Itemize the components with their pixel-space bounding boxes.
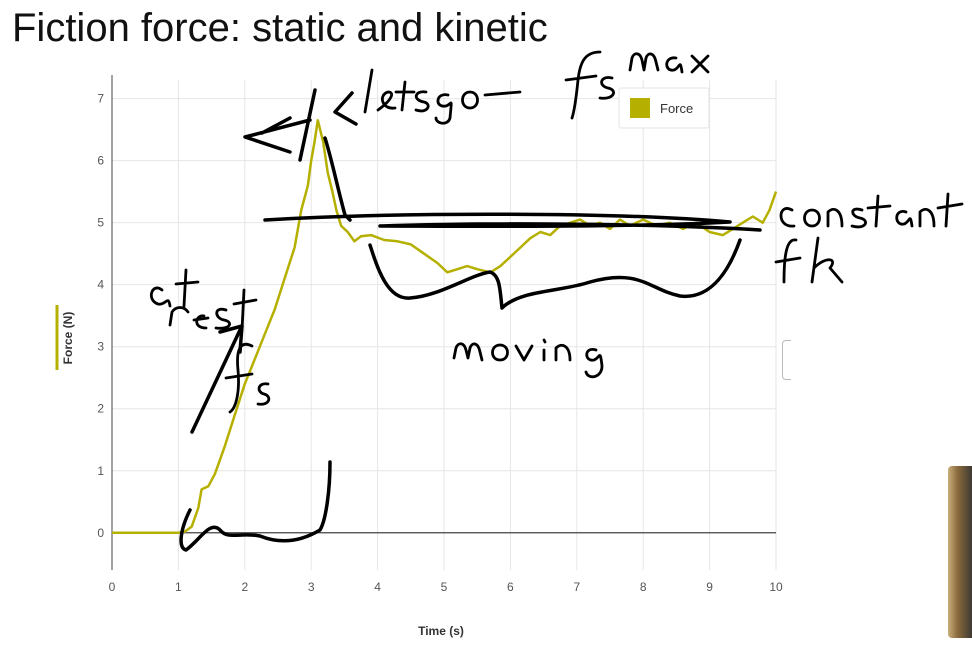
handwritten-annotations: [149, 50, 964, 552]
x-tick-label: 6: [507, 580, 514, 594]
y-tick-label: 3: [97, 340, 104, 354]
y-tick-label: 7: [97, 92, 104, 106]
legend-label-force: Force: [660, 101, 693, 116]
letsgo-ink: [363, 68, 522, 125]
fs-arrow: [190, 324, 244, 434]
peak-arrow: [243, 88, 317, 162]
x-tick-label: 1: [175, 580, 182, 594]
x-tick-label: 9: [706, 580, 713, 594]
fsmax-ink: [564, 50, 710, 120]
constant-ink: [779, 192, 964, 229]
moving-brace: [368, 238, 742, 310]
y-tick-label: 6: [97, 154, 104, 168]
y-tick-label: 0: [97, 526, 104, 540]
webcam-thumbnail: [948, 466, 972, 638]
fk-ink: [774, 236, 844, 284]
rest-brace: [179, 460, 332, 552]
tick-labels: 0 1 2 3 4 5 6 7 8 9 10 0 1 2 3 4 5 6 7: [97, 92, 783, 594]
x-axis-title: Time (s): [418, 624, 464, 638]
moving-ink: [452, 338, 604, 379]
at-rest-ink: [149, 268, 258, 332]
x-tick-label: 5: [441, 580, 448, 594]
x-tick-label: 7: [573, 580, 580, 594]
y-tick-label: 1: [97, 464, 104, 478]
x-tick-label: 2: [241, 580, 248, 594]
y-axis-title: Force (N): [61, 312, 75, 365]
slide-title: Fiction force: static and kinetic: [12, 6, 548, 50]
legend-swatch: [630, 98, 650, 118]
x-tick-label: 3: [308, 580, 315, 594]
y-tick-label: 2: [97, 402, 104, 416]
letsgo-arrow-head: [333, 91, 358, 126]
x-tick-label: 10: [769, 580, 783, 594]
y-tick-label: 4: [97, 278, 104, 292]
x-tick-label: 0: [109, 580, 116, 594]
y-tick-label: 5: [97, 216, 104, 230]
fk-line-ink: [263, 212, 762, 232]
fs-ink: [224, 343, 271, 414]
scroll-handle[interactable]: [782, 340, 791, 380]
grid: [111, 80, 777, 570]
x-tick-label: 8: [640, 580, 647, 594]
x-tick-label: 4: [374, 580, 381, 594]
legend[interactable]: Force: [618, 87, 710, 129]
